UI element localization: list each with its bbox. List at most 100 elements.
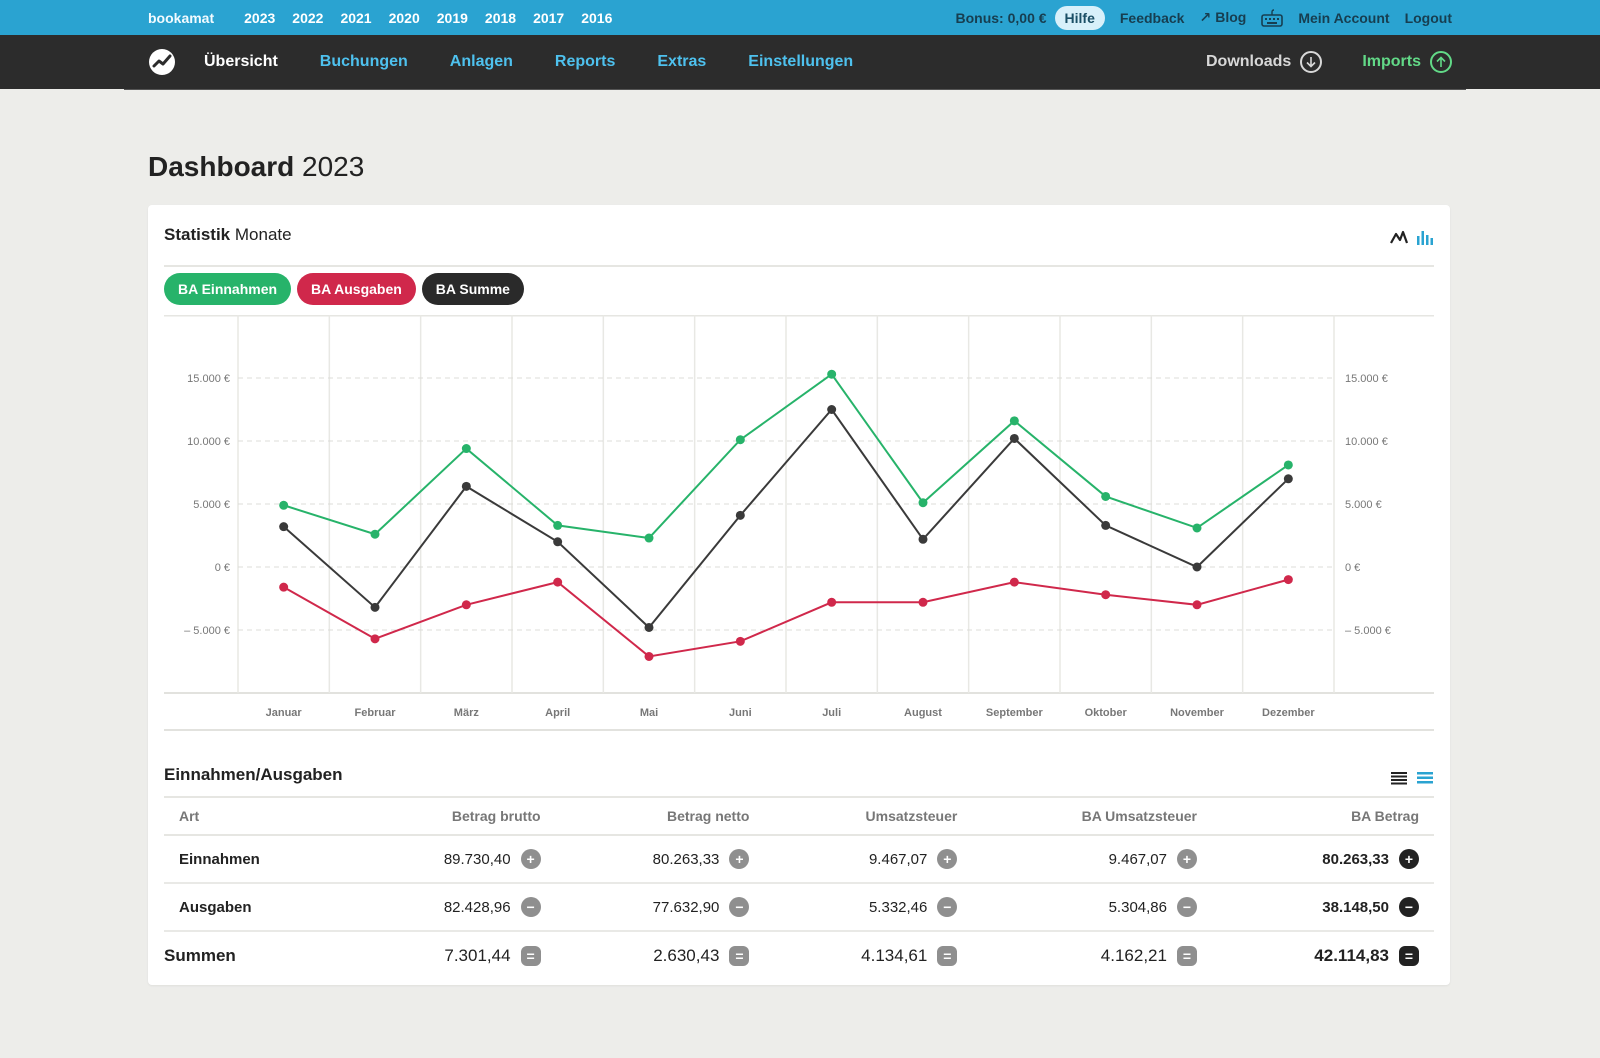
feedback-link[interactable]: Feedback	[1119, 9, 1185, 26]
value-netto: 80.263,33	[652, 850, 720, 868]
year-2020[interactable]: 2020	[388, 9, 420, 26]
series-filter: BA Einnahmen BA Ausgaben BA Summe	[164, 273, 530, 305]
x-tick-label: März	[454, 707, 480, 719]
pill-ba-summe[interactable]: BA Summe	[421, 273, 524, 305]
minus-icon: −	[937, 897, 958, 917]
year-2016[interactable]: 2016	[581, 9, 613, 26]
year-2019[interactable]: 2019	[436, 9, 468, 26]
data-point	[827, 597, 837, 607]
bookamat-logo-icon[interactable]	[148, 48, 176, 76]
year-2018[interactable]: 2018	[484, 9, 517, 26]
equals-icon: =	[1399, 946, 1419, 966]
data-point	[1009, 433, 1019, 443]
series-line	[283, 407, 1290, 629]
pill-ba-ausgaben[interactable]: BA Ausgaben	[297, 273, 416, 305]
page-title: Dashboard 2023	[148, 151, 364, 183]
y-tick-label-left: 10.000 €	[187, 436, 230, 448]
x-tick-label: Juli	[822, 707, 841, 719]
data-point	[1101, 520, 1111, 530]
nav-uebersicht[interactable]: Übersicht	[204, 53, 278, 70]
series-line	[283, 372, 1289, 540]
equals-icon: =	[520, 946, 541, 966]
imports-button[interactable]: Imports	[1362, 51, 1452, 73]
data-point	[918, 597, 928, 607]
monthly-line-chart: 15.000 € 15.000 € 10.000 € 10.000 € 5.000 € 5…	[164, 315, 1434, 731]
value-brutto: 82.428,96	[443, 898, 511, 916]
my-account-link[interactable]: Mein Account	[1298, 9, 1390, 26]
brand-name[interactable]: bookamat	[148, 9, 215, 26]
help-button[interactable]: Hilfe	[1054, 5, 1105, 30]
year-2021[interactable]: 2021	[340, 9, 372, 26]
minus-icon: −	[520, 897, 541, 917]
data-point	[644, 651, 654, 661]
x-tick-label: Juni	[729, 707, 752, 719]
page-title-year: 2023	[302, 151, 365, 182]
data-point	[370, 529, 380, 539]
y-tick-label-right: – 5.000 €	[1345, 625, 1391, 637]
downloads-label: Downloads	[1205, 53, 1292, 70]
year-2017[interactable]: 2017	[533, 9, 565, 26]
series-line	[283, 578, 1289, 658]
data-point	[918, 498, 928, 508]
top-bar: bookamat 2023 2022 2021 2020 2019 2018 2…	[0, 0, 1600, 37]
x-tick-label: Oktober	[1085, 707, 1128, 719]
x-tick-label: Dezember	[1262, 707, 1315, 719]
data-point	[370, 602, 380, 612]
row-label: Summen	[164, 946, 236, 965]
x-tick-label: August	[904, 707, 942, 719]
year-selector: 2023 2022 2021 2020 2019 2018 2017 2016	[244, 9, 629, 37]
value-ba-ust: 9.467,07	[1108, 850, 1167, 868]
x-tick-label: September	[986, 707, 1044, 719]
data-point	[1101, 590, 1111, 600]
downloads-button[interactable]: Downloads	[1205, 51, 1323, 73]
nav-anlagen[interactable]: Anlagen	[449, 53, 513, 70]
x-tick-label: Mai	[640, 707, 658, 719]
y-tick-label-right: 5.000 €	[1345, 499, 1382, 511]
x-tick-label: Januar	[266, 707, 303, 719]
income-expense-title: Einnahmen/Ausgaben	[164, 765, 343, 784]
col-ba-betrag: BA Betrag	[1211, 796, 1434, 836]
statistics-header: Statistik Monate	[164, 225, 1434, 267]
y-tick-label-right: 10.000 €	[1345, 436, 1388, 448]
equals-icon: =	[729, 946, 750, 966]
y-tick-label-left: – 5.000 €	[184, 625, 230, 637]
x-tick-label: November	[1170, 707, 1225, 719]
logout-link[interactable]: Logout	[1404, 9, 1452, 26]
data-point	[279, 582, 289, 592]
nav-extras[interactable]: Extras	[657, 53, 707, 70]
col-betrag-brutto: Betrag brutto	[346, 796, 556, 836]
line-chart-icon[interactable]	[1390, 229, 1408, 245]
data-point	[1009, 416, 1019, 426]
bar-chart-icon[interactable]	[1416, 229, 1434, 245]
year-2022[interactable]: 2022	[292, 9, 324, 26]
list-expanded-icon[interactable]	[1416, 771, 1434, 785]
row-label: Einnahmen	[164, 835, 347, 884]
statistics-title-bold: Statistik	[164, 225, 231, 244]
year-2023[interactable]: 2023	[244, 9, 276, 37]
bonus-balance: Bonus: 0,00 €	[955, 9, 1047, 26]
nav-reports[interactable]: Reports	[554, 53, 616, 70]
col-betrag-netto: Betrag netto	[555, 796, 765, 836]
data-point	[461, 600, 471, 610]
x-tick-label: April	[545, 707, 570, 719]
imports-label: Imports	[1362, 53, 1421, 70]
value-brutto: 89.730,40	[443, 850, 511, 868]
y-tick-label-right: 15.000 €	[1345, 373, 1388, 385]
list-compact-icon[interactable]	[1390, 771, 1408, 785]
data-point	[1009, 577, 1019, 587]
value-ust: 5.332,46	[868, 898, 928, 916]
table-row-ausgaben[interactable]: Ausgaben 82.428,96− 77.632,90− 5.332,46−…	[164, 883, 1434, 932]
keyboard-icon[interactable]	[1261, 8, 1284, 27]
data-point	[461, 481, 471, 491]
nav-buchungen[interactable]: Buchungen	[319, 53, 408, 70]
data-point	[918, 534, 928, 544]
nav-einstellungen[interactable]: Einstellungen	[748, 53, 854, 70]
col-umsatzsteuer: Umsatzsteuer	[764, 796, 973, 836]
data-point	[1101, 491, 1111, 501]
data-point	[644, 533, 654, 543]
blog-link[interactable]: ↗ Blog	[1199, 9, 1246, 26]
pill-ba-einnahmen[interactable]: BA Einnahmen	[164, 273, 292, 305]
data-point	[1192, 523, 1202, 533]
table-header-row: Art Betrag brutto Betrag netto Umsatzste…	[164, 796, 1434, 836]
table-row-einnahmen[interactable]: Einnahmen 89.730,40 + 80.263,33 + 9.467,07…	[164, 835, 1434, 884]
